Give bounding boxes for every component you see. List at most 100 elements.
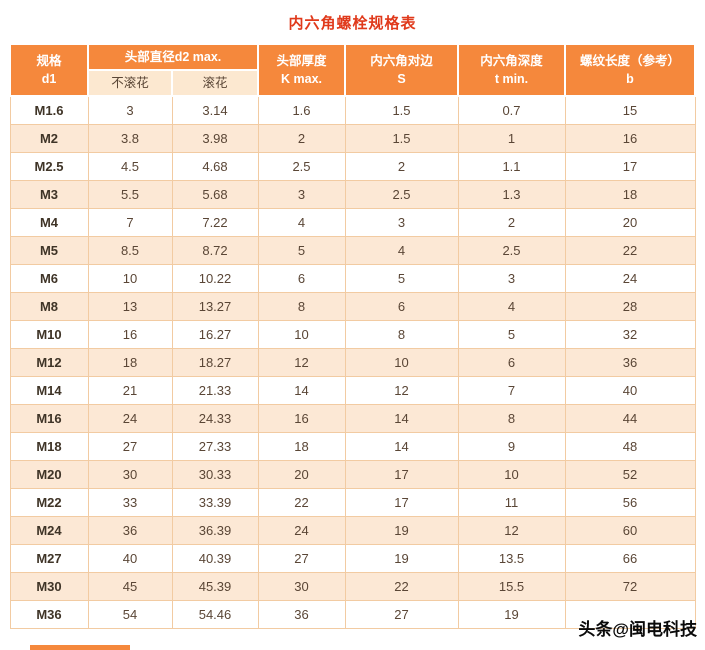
table-row: M5 8.5 8.72 5 4 2.5 22 bbox=[9, 235, 696, 265]
value-cell: 8 bbox=[344, 319, 459, 349]
value-cell: 56 bbox=[564, 487, 696, 517]
value-cell: 7 bbox=[457, 375, 566, 405]
value-cell: 54.46 bbox=[171, 599, 259, 629]
col-header-spec-line1: 规格 bbox=[36, 54, 62, 68]
value-cell: 5 bbox=[257, 235, 346, 265]
value-cell: 1.3 bbox=[457, 179, 566, 209]
value-cell: 18.27 bbox=[171, 347, 259, 377]
table-row: M3 5.5 5.68 3 2.5 1.3 18 bbox=[9, 179, 696, 209]
table-row: M30 45 45.39 30 22 15.5 72 bbox=[9, 571, 696, 601]
value-cell: 0.7 bbox=[457, 95, 566, 125]
col-header-hex-depth-line2: t min. bbox=[494, 72, 529, 86]
value-cell: 48 bbox=[564, 431, 696, 461]
col-header-thread-length-line2: b bbox=[626, 72, 634, 86]
value-cell: 9 bbox=[457, 431, 566, 461]
value-cell: 3.14 bbox=[171, 95, 259, 125]
table-row: M10 16 16.27 10 8 5 32 bbox=[9, 319, 696, 349]
watermark: 头条@闽电科技 bbox=[578, 620, 697, 639]
col-header-head-thickness-line1: 头部厚度 bbox=[276, 54, 327, 68]
table-row: M8 13 13.27 8 6 4 28 bbox=[9, 291, 696, 321]
value-cell: 5.68 bbox=[171, 179, 259, 209]
spec-table: 规格 d1 头部直径d2 max. 头部厚度 K max. 内六角对边 S 内六… bbox=[9, 43, 696, 629]
col-header-hex-depth: 内六角深度 t min. bbox=[457, 43, 566, 97]
value-cell: 36 bbox=[257, 599, 346, 629]
value-cell: 52 bbox=[564, 459, 696, 489]
col-header-spec: 规格 d1 bbox=[9, 43, 89, 97]
table-row: M1.6 3 3.14 1.6 1.5 0.7 15 bbox=[9, 95, 696, 125]
partial-next-row bbox=[30, 645, 130, 650]
spec-cell: M36 bbox=[9, 599, 89, 629]
value-cell: 7.22 bbox=[171, 207, 259, 237]
spec-cell: M12 bbox=[9, 347, 89, 377]
value-cell: 22 bbox=[564, 235, 696, 265]
value-cell: 15.5 bbox=[457, 571, 566, 601]
spec-cell: M20 bbox=[9, 459, 89, 489]
value-cell: 45 bbox=[87, 571, 173, 601]
value-cell: 4.68 bbox=[171, 151, 259, 181]
value-cell bbox=[564, 599, 696, 629]
value-cell: 60 bbox=[564, 515, 696, 545]
value-cell: 18 bbox=[257, 431, 346, 461]
value-cell: 8 bbox=[257, 291, 346, 321]
spec-cell: M3 bbox=[9, 179, 89, 209]
value-cell: 45.39 bbox=[171, 571, 259, 601]
value-cell: 2 bbox=[457, 207, 566, 237]
spec-cell: M1.6 bbox=[9, 95, 89, 125]
value-cell: 33 bbox=[87, 487, 173, 517]
value-cell: 40.39 bbox=[171, 543, 259, 573]
value-cell: 1.6 bbox=[257, 95, 346, 125]
value-cell: 8.72 bbox=[171, 235, 259, 265]
value-cell: 3 bbox=[344, 207, 459, 237]
col-header-thread-length: 螺纹长度（参考） b bbox=[564, 43, 696, 97]
value-cell: 4 bbox=[344, 235, 459, 265]
value-cell: 24 bbox=[564, 263, 696, 293]
table-row: M2 3.8 3.98 2 1.5 1 16 bbox=[9, 123, 696, 153]
value-cell: 10.22 bbox=[171, 263, 259, 293]
value-cell: 22 bbox=[344, 571, 459, 601]
value-cell: 1.5 bbox=[344, 95, 459, 125]
value-cell: 6 bbox=[457, 347, 566, 377]
value-cell: 5 bbox=[344, 263, 459, 293]
spec-cell: M6 bbox=[9, 263, 89, 293]
value-cell: 20 bbox=[257, 459, 346, 489]
value-cell: 19 bbox=[344, 543, 459, 573]
col-subheader-knurl: 滚花 bbox=[171, 69, 259, 97]
table-row: M20 30 30.33 20 17 10 52 bbox=[9, 459, 696, 489]
col-header-hex-depth-line1: 内六角深度 bbox=[480, 54, 543, 68]
value-cell: 3 bbox=[457, 263, 566, 293]
value-cell: 30 bbox=[87, 459, 173, 489]
value-cell: 10 bbox=[257, 319, 346, 349]
value-cell: 4 bbox=[457, 291, 566, 321]
value-cell: 27 bbox=[87, 431, 173, 461]
value-cell: 1.5 bbox=[344, 123, 459, 153]
table-row: M22 33 33.39 22 17 11 56 bbox=[9, 487, 696, 517]
value-cell: 21.33 bbox=[171, 375, 259, 405]
value-cell: 28 bbox=[564, 291, 696, 321]
spec-cell: M5 bbox=[9, 235, 89, 265]
value-cell: 22 bbox=[257, 487, 346, 517]
spec-cell: M24 bbox=[9, 515, 89, 545]
value-cell: 12 bbox=[257, 347, 346, 377]
value-cell: 19 bbox=[457, 599, 566, 629]
value-cell: 40 bbox=[564, 375, 696, 405]
value-cell: 6 bbox=[344, 291, 459, 321]
value-cell: 2 bbox=[344, 151, 459, 181]
table-row: M2.5 4.5 4.68 2.5 2 1.1 17 bbox=[9, 151, 696, 181]
value-cell: 66 bbox=[564, 543, 696, 573]
value-cell: 32 bbox=[564, 319, 696, 349]
spec-cell: M2.5 bbox=[9, 151, 89, 181]
col-header-head-thickness-line2: K max. bbox=[281, 72, 322, 86]
value-cell: 10 bbox=[457, 459, 566, 489]
spec-cell: M8 bbox=[9, 291, 89, 321]
spec-cell: M4 bbox=[9, 207, 89, 237]
table-row: M4 7 7.22 4 3 2 20 bbox=[9, 207, 696, 237]
value-cell: 6 bbox=[257, 263, 346, 293]
value-cell: 10 bbox=[87, 263, 173, 293]
value-cell: 3.8 bbox=[87, 123, 173, 153]
value-cell: 20 bbox=[564, 207, 696, 237]
table-row: M14 21 21.33 14 12 7 40 bbox=[9, 375, 696, 405]
col-header-hex-flats-line2: S bbox=[397, 72, 406, 86]
col-header-head-thickness: 头部厚度 K max. bbox=[257, 43, 346, 97]
spec-cell: M14 bbox=[9, 375, 89, 405]
value-cell: 13 bbox=[87, 291, 173, 321]
